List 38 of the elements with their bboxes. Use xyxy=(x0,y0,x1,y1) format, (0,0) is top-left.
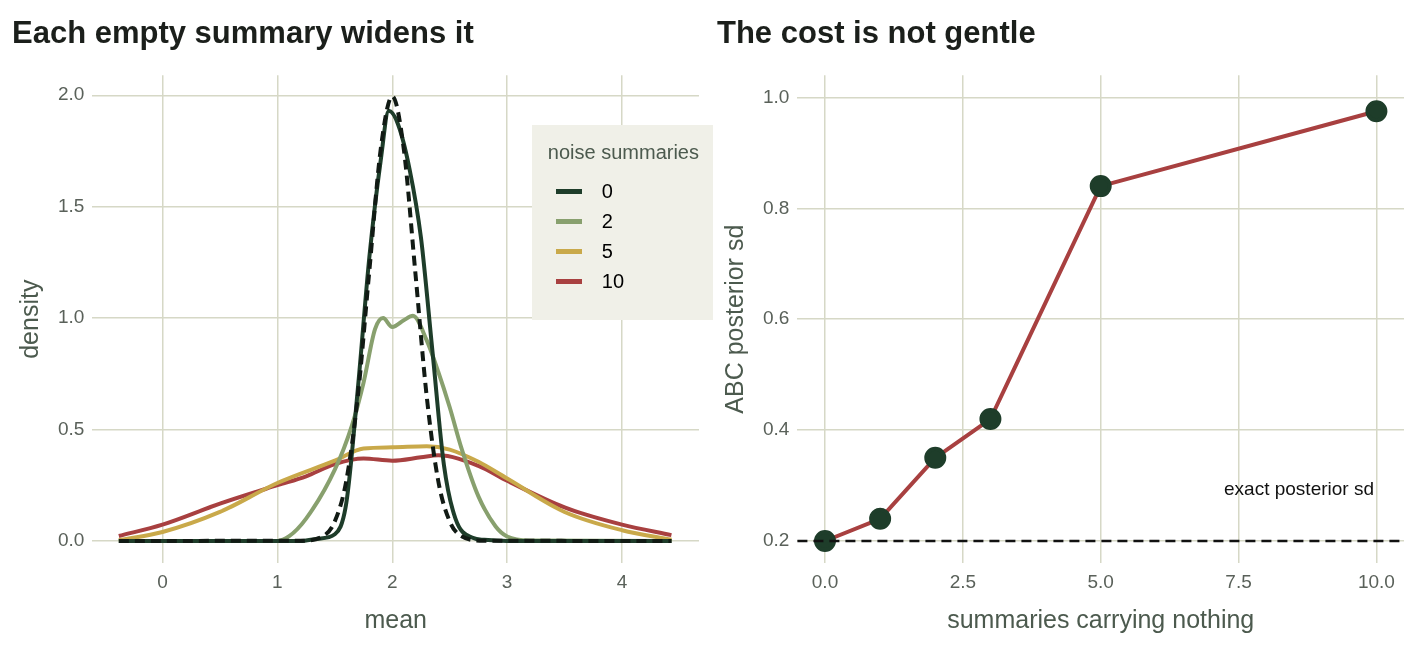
y-tick-label: 0.2 xyxy=(762,529,790,551)
x-tick-label: 7.5 xyxy=(1225,570,1252,592)
point xyxy=(1365,100,1388,123)
point xyxy=(924,446,947,469)
y-tick-label: 0.4 xyxy=(762,418,790,440)
point xyxy=(813,530,836,553)
x-tick-label: 2 xyxy=(386,570,398,592)
point xyxy=(869,507,892,530)
y-tick-label: 2.0 xyxy=(57,83,85,105)
y-tick-label: 0.0 xyxy=(57,529,85,551)
x-axis-title: mean xyxy=(364,604,427,633)
y-axis-title: ABC posterior sd xyxy=(719,224,748,414)
x-tick-label: 3 xyxy=(501,570,513,592)
y-tick-label: 1.5 xyxy=(57,194,85,216)
ref-line-label: exact posterior sd xyxy=(1224,477,1374,499)
legend-label: 10 xyxy=(601,269,625,293)
legend-title: noise summaries xyxy=(547,141,699,164)
x-tick-label: 2.5 xyxy=(949,570,977,592)
y-tick-label: 1.0 xyxy=(762,85,790,107)
y-tick-label: 1.0 xyxy=(57,306,85,328)
y-tick-label: 0.6 xyxy=(762,307,790,329)
chart-title: The cost is not gentle xyxy=(717,15,1036,51)
x-tick-label: 0 xyxy=(157,570,168,592)
legend-label: 0 xyxy=(601,179,613,203)
point xyxy=(1089,175,1112,198)
y-tick-label: 0.5 xyxy=(57,417,85,439)
x-tick-label: 1 xyxy=(272,570,283,592)
x-tick-label: 0.0 xyxy=(811,570,839,592)
x-tick-label: 5.0 xyxy=(1087,570,1114,592)
x-tick-label: 4 xyxy=(616,570,628,592)
legend-label: 5 xyxy=(601,239,613,263)
x-tick-label: 10.0 xyxy=(1357,570,1395,592)
point xyxy=(979,408,1002,431)
legend-label: 2 xyxy=(601,209,613,233)
y-axis-title: density xyxy=(14,279,43,359)
x-axis-title: summaries carrying nothing xyxy=(947,604,1255,633)
y-tick-label: 0.8 xyxy=(762,196,790,218)
chart-title: Each empty summary widens it xyxy=(12,15,474,51)
